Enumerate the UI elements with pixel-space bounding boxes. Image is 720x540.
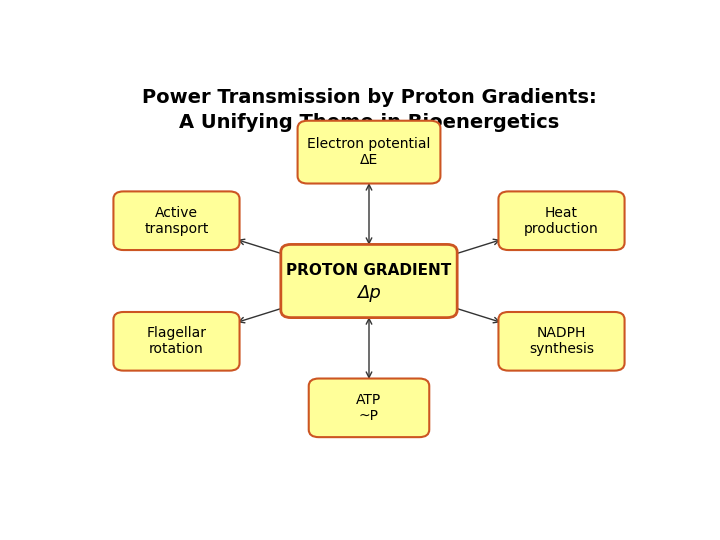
Text: Power Transmission by Proton Gradients:
A Unifying Theme in Bioenergetics: Power Transmission by Proton Gradients: … — [142, 87, 596, 132]
Text: Heat
production: Heat production — [524, 206, 599, 236]
FancyBboxPatch shape — [281, 245, 457, 318]
FancyBboxPatch shape — [114, 312, 240, 370]
FancyBboxPatch shape — [498, 312, 624, 370]
FancyBboxPatch shape — [297, 121, 441, 184]
Text: ATP
~P: ATP ~P — [356, 393, 382, 423]
Text: Δp: Δp — [357, 285, 381, 302]
FancyBboxPatch shape — [309, 379, 429, 437]
Text: PROTON GRADIENT: PROTON GRADIENT — [287, 263, 451, 278]
Text: Electron potential
ΔE: Electron potential ΔE — [307, 137, 431, 167]
Text: Flagellar
rotation: Flagellar rotation — [146, 326, 207, 356]
FancyBboxPatch shape — [114, 191, 240, 250]
Text: NADPH
synthesis: NADPH synthesis — [529, 326, 594, 356]
FancyBboxPatch shape — [498, 191, 624, 250]
Text: Active
transport: Active transport — [144, 206, 209, 236]
